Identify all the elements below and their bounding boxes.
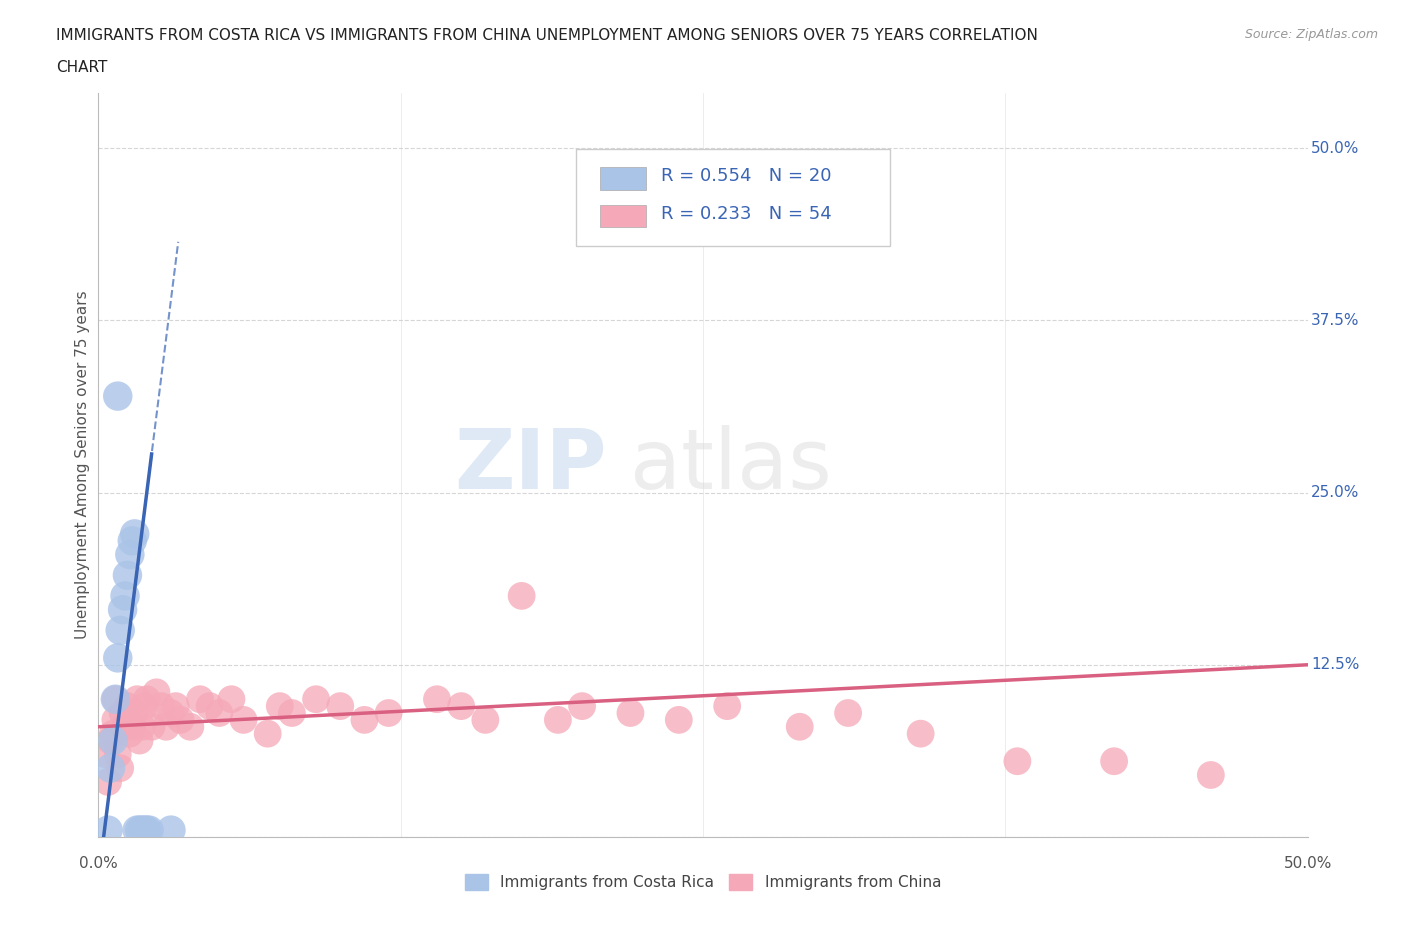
Point <box>107 747 129 762</box>
Point <box>571 698 593 713</box>
Point <box>789 719 811 734</box>
Point <box>94 747 117 762</box>
Point <box>716 698 738 713</box>
Point <box>138 823 160 838</box>
Point <box>100 733 122 748</box>
Point <box>111 706 134 721</box>
Point <box>281 706 304 721</box>
Bar <box>600 205 647 227</box>
Point <box>128 823 150 838</box>
Point <box>104 712 127 727</box>
Point <box>198 698 221 713</box>
Point <box>127 823 149 838</box>
Point <box>141 719 163 734</box>
Point <box>114 719 136 734</box>
Point <box>128 733 150 748</box>
Point <box>117 698 139 713</box>
Text: CHART: CHART <box>56 60 108 75</box>
Point <box>104 692 127 707</box>
Text: Source: ZipAtlas.com: Source: ZipAtlas.com <box>1244 28 1378 41</box>
Point <box>668 712 690 727</box>
Point <box>188 692 211 707</box>
Point <box>160 823 183 838</box>
Point <box>107 389 129 404</box>
Point <box>426 692 449 707</box>
Point <box>221 692 243 707</box>
Point <box>97 823 120 838</box>
Text: 50.0%: 50.0% <box>1284 856 1331 870</box>
Point <box>114 589 136 604</box>
Point <box>108 761 131 776</box>
Point <box>121 533 143 548</box>
Point <box>910 726 932 741</box>
Point <box>165 698 187 713</box>
Text: R = 0.233   N = 54: R = 0.233 N = 54 <box>661 205 831 222</box>
Text: 37.5%: 37.5% <box>1312 312 1360 328</box>
Text: IMMIGRANTS FROM COSTA RICA VS IMMIGRANTS FROM CHINA UNEMPLOYMENT AMONG SENIORS O: IMMIGRANTS FROM COSTA RICA VS IMMIGRANTS… <box>56 28 1038 43</box>
Point <box>256 726 278 741</box>
Point <box>131 823 153 838</box>
Point <box>111 603 134 618</box>
Point <box>450 698 472 713</box>
Point <box>377 706 399 721</box>
Point <box>104 692 127 707</box>
Point <box>1102 754 1125 769</box>
Point <box>547 712 569 727</box>
Point <box>329 698 352 713</box>
Legend: Immigrants from Costa Rica, Immigrants from China: Immigrants from Costa Rica, Immigrants f… <box>458 868 948 897</box>
FancyBboxPatch shape <box>576 149 890 246</box>
Point <box>353 712 375 727</box>
Point <box>101 733 124 748</box>
Point <box>150 698 173 713</box>
Point <box>1199 767 1222 782</box>
Point <box>97 775 120 790</box>
Text: 25.0%: 25.0% <box>1312 485 1360 500</box>
Text: 12.5%: 12.5% <box>1312 658 1360 672</box>
Point <box>131 719 153 734</box>
Point <box>107 650 129 665</box>
Point <box>145 684 167 699</box>
Point <box>160 706 183 721</box>
Bar <box>600 167 647 190</box>
Point <box>117 568 139 583</box>
Text: atlas: atlas <box>630 424 832 506</box>
Point <box>619 706 641 721</box>
Point <box>135 692 157 707</box>
Point <box>118 547 141 562</box>
Point <box>837 706 859 721</box>
Point <box>510 589 533 604</box>
Point <box>118 726 141 741</box>
Point <box>305 692 328 707</box>
Point <box>232 712 254 727</box>
Point <box>100 761 122 776</box>
Point <box>124 526 146 541</box>
Point <box>124 706 146 721</box>
Text: R = 0.554   N = 20: R = 0.554 N = 20 <box>661 167 831 185</box>
Point <box>101 726 124 741</box>
Point <box>474 712 496 727</box>
Y-axis label: Unemployment Among Seniors over 75 years: Unemployment Among Seniors over 75 years <box>75 291 90 639</box>
Point <box>269 698 291 713</box>
Point <box>135 823 157 838</box>
Point <box>121 719 143 734</box>
Point <box>108 623 131 638</box>
Point <box>127 692 149 707</box>
Point <box>169 712 191 727</box>
Point <box>155 719 177 734</box>
Point <box>134 698 156 713</box>
Text: ZIP: ZIP <box>454 424 606 506</box>
Text: 0.0%: 0.0% <box>79 856 118 870</box>
Point <box>208 706 231 721</box>
Point <box>134 823 156 838</box>
Point <box>179 719 201 734</box>
Text: 50.0%: 50.0% <box>1312 140 1360 155</box>
Point <box>1007 754 1029 769</box>
